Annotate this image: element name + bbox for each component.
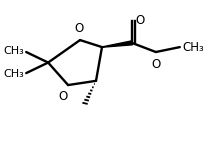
- Text: O: O: [74, 22, 84, 35]
- Polygon shape: [102, 41, 133, 47]
- Text: O: O: [152, 58, 161, 71]
- Text: CH₃: CH₃: [3, 69, 24, 79]
- Text: CH₃: CH₃: [3, 46, 24, 56]
- Text: CH₃: CH₃: [183, 41, 205, 54]
- Text: O: O: [135, 14, 145, 27]
- Text: O: O: [58, 90, 68, 103]
